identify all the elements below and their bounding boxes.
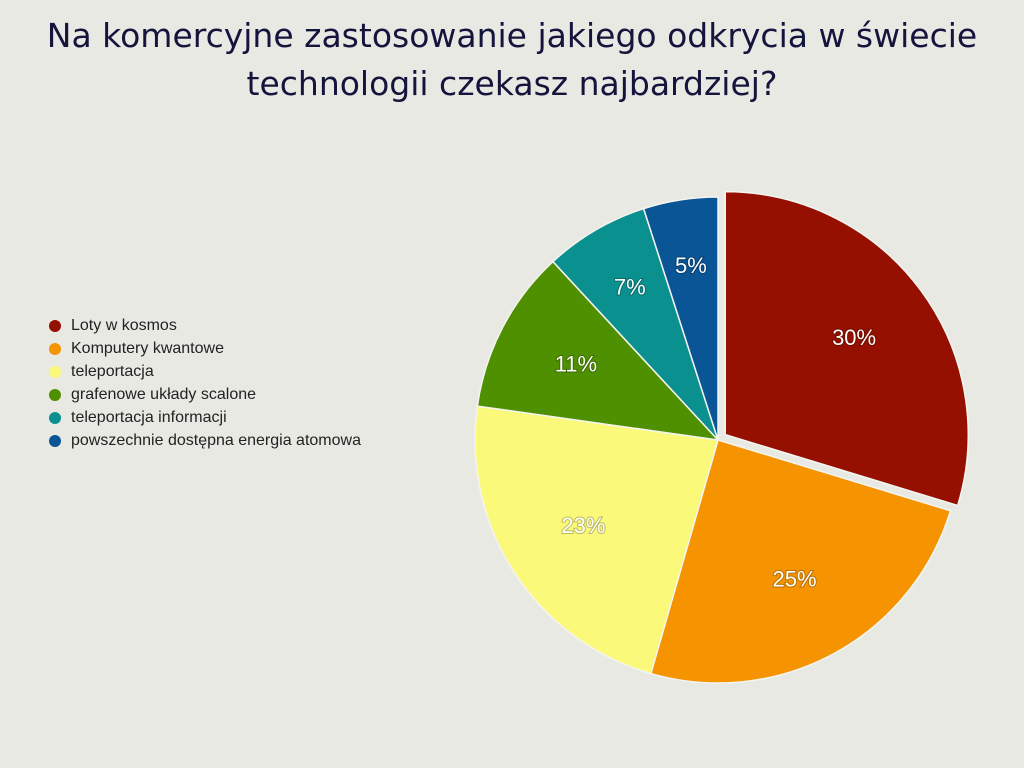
- legend-marker: [49, 366, 61, 378]
- pie-slice: [476, 260, 720, 442]
- legend-label: teleportacja: [71, 363, 154, 380]
- legend-label: Loty w kosmos: [71, 317, 177, 334]
- value-label: 23%: [561, 513, 605, 538]
- legend-label: grafenowe układy scalone: [71, 386, 256, 403]
- value-label: 25%: [773, 567, 817, 592]
- chart-title: Na komercyjne zastosowanie jakiego odkry…: [46, 16, 978, 103]
- value-label: 7%: [614, 275, 646, 300]
- pie-slice: [649, 439, 952, 684]
- value-label: 5%: [675, 253, 707, 278]
- value-label: 30%: [832, 325, 876, 350]
- legend-marker: [49, 435, 61, 447]
- legend-marker: [49, 389, 61, 401]
- legend-label: Komputery kwantowe: [71, 340, 224, 357]
- legend-marker: [49, 412, 61, 424]
- pie-slice: [724, 190, 969, 507]
- legend-marker: [49, 343, 61, 355]
- legend-marker: [49, 320, 61, 332]
- value-label: 11%: [555, 351, 597, 376]
- legend-label: teleportacja informacji: [71, 409, 227, 426]
- pie-slice: [551, 207, 719, 441]
- legend-label: powszechnie dostępna energia atomowa: [71, 432, 361, 449]
- pie-slice: [474, 405, 719, 675]
- pie-slice: [642, 196, 719, 441]
